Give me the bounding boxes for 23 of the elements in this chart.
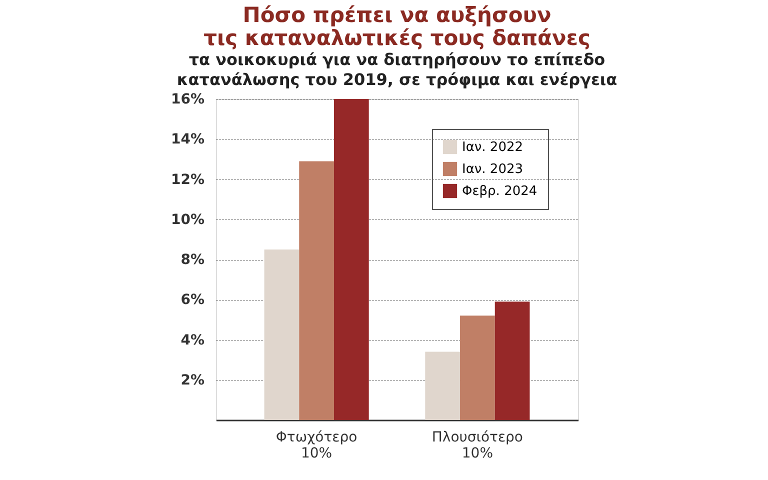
text: τα νοικοκυριά για να διατηρήσουν το επίπεδο <box>188 50 606 69</box>
text: κατανάλωσης του 2019, σε τρόφιμα και ενέργεια <box>176 70 618 89</box>
text: τις καταναλωτικές τους δαπάνες <box>204 26 590 50</box>
bar <box>494 302 530 420</box>
x-tick-label: Φτωχότερο 10% <box>276 430 358 462</box>
bar <box>334 99 369 420</box>
y-tick-label: 8% <box>180 252 204 268</box>
bar <box>460 316 495 420</box>
y-tick-label: 2% <box>180 372 204 388</box>
y-tick-label: 16% <box>170 92 204 108</box>
y-tick-label: 14% <box>170 132 204 148</box>
y-tick-label: 12% <box>170 172 204 188</box>
legend-label: Ιαν. 2023 <box>462 162 524 177</box>
y-tick-label: 4% <box>180 332 204 348</box>
y-tick-label: 6% <box>180 292 204 308</box>
legend-label: Φεβρ. 2024 <box>462 184 538 199</box>
x-tick-label: Πλουσιότερο 10% <box>432 430 523 462</box>
y-tick-label: 10% <box>170 212 204 228</box>
legend-label: Ιαν. 2022 <box>462 140 524 155</box>
bar <box>425 352 460 420</box>
bar <box>264 249 300 420</box>
bar <box>299 161 334 420</box>
text: Πόσο πρέπει να αυξήσουν <box>242 3 552 27</box>
